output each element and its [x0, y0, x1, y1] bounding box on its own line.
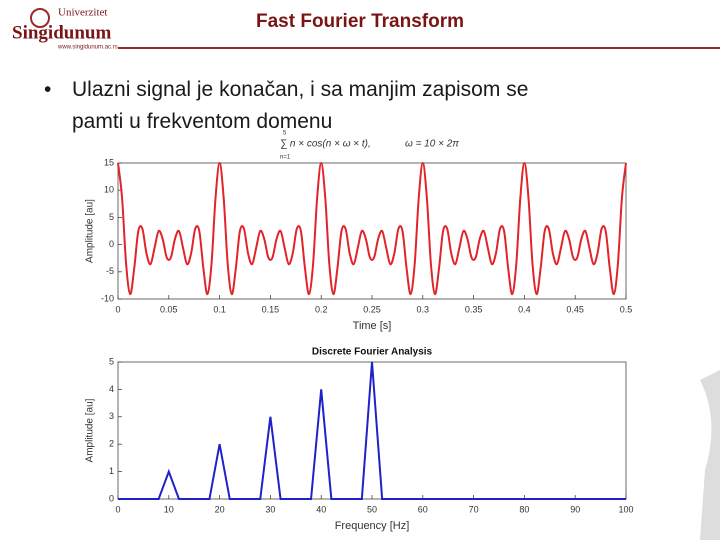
bullet-dot: •	[44, 78, 51, 101]
x-tick-label: 100	[618, 504, 633, 514]
x-tick-label: 0.5	[620, 304, 633, 314]
y-tick-label: 2	[109, 439, 114, 449]
plot-area	[117, 162, 627, 300]
logo-text: Singidunum	[12, 22, 111, 43]
x-tick-label: 60	[418, 504, 428, 514]
formula-limit: 5	[283, 131, 287, 137]
x-tick-label: 40	[316, 504, 326, 514]
y-tick-label: 3	[109, 411, 114, 421]
y-tick-label: 0	[109, 493, 114, 503]
x-tick-label: 0	[115, 304, 120, 314]
plot-area	[117, 361, 627, 500]
x-tick-label: 0.15	[262, 304, 280, 314]
x-tick-label: 20	[215, 504, 225, 514]
bullet-text: Ulazni signal je konačan, i sa manjim za…	[72, 78, 528, 101]
x-tick-label: 50	[367, 504, 377, 514]
chart-title: Discrete Fourier Analysis	[312, 347, 433, 358]
x-tick-label: 0.1	[213, 304, 226, 314]
background-shape	[700, 370, 720, 540]
logo: Univerzitet Singidunum www.singidunum.ac…	[12, 7, 118, 51]
y-tick-label: 10	[104, 185, 114, 195]
slide-title: Fast Fourier Transform	[256, 11, 464, 32]
y-tick-label: 4	[109, 384, 114, 394]
x-tick-label: 90	[570, 504, 580, 514]
x-axis-label: Frequency [Hz]	[335, 520, 410, 532]
data-line	[117, 161, 627, 296]
y-tick-label: 5	[109, 356, 114, 366]
data-line	[118, 361, 626, 500]
y-axis-label: Amplitude [au]	[85, 199, 96, 263]
x-tick-label: 0.4	[518, 304, 531, 314]
x-tick-label: 0.2	[315, 304, 328, 314]
x-tick-label: 0.25	[363, 304, 381, 314]
formula: ∑ n × cos(n × ω × t),	[280, 139, 371, 150]
x-tick-label: 70	[469, 504, 479, 514]
x-tick-label: 30	[265, 504, 275, 514]
x-tick-label: 0.45	[566, 304, 584, 314]
x-axis-label: Time [s]	[353, 320, 392, 332]
x-tick-label: 0.35	[465, 304, 483, 314]
x-tick-label: 80	[519, 504, 529, 514]
y-tick-label: -5	[106, 266, 114, 276]
x-tick-label: 10	[164, 504, 174, 514]
formula: ω = 10 × 2π	[405, 139, 459, 150]
x-tick-label: 0.3	[417, 304, 430, 314]
y-tick-label: 15	[104, 157, 114, 167]
y-tick-label: 5	[109, 212, 114, 222]
y-tick-label: -10	[101, 293, 114, 303]
y-tick-label: 1	[109, 466, 114, 476]
logo-emblem	[30, 8, 50, 28]
logo-text: Univerzitet	[58, 7, 107, 19]
logo-url: www.singidunum.ac.rs	[57, 45, 118, 51]
y-axis-label: Amplitude [au]	[85, 398, 96, 462]
x-tick-label: 0.05	[160, 304, 178, 314]
formula-limit: n=1	[280, 155, 291, 161]
y-tick-label: 0	[109, 239, 114, 249]
x-tick-label: 0	[115, 504, 120, 514]
bullet-text: pamti u frekventom domenu	[72, 110, 332, 133]
